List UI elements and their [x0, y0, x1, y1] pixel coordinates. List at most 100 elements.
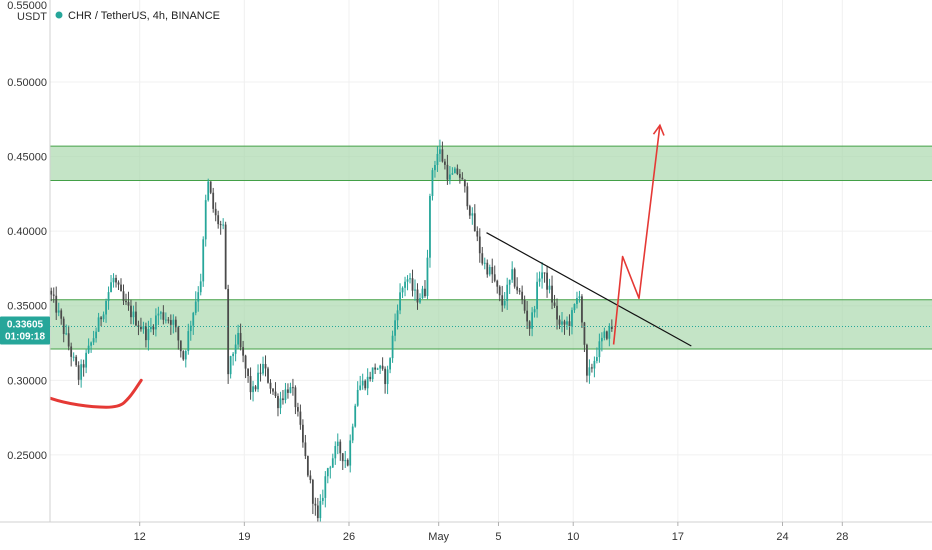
candle-body — [451, 173, 454, 175]
candle-body — [361, 380, 364, 386]
candle-body — [463, 179, 466, 187]
candle-body — [548, 285, 551, 290]
candle-body — [75, 356, 78, 366]
candle-body — [366, 376, 369, 389]
candle-body — [409, 278, 411, 280]
zone-band — [50, 299, 932, 349]
candle-body — [70, 346, 73, 357]
candle-body — [52, 294, 55, 296]
candle-body — [287, 389, 289, 393]
candle-body — [533, 309, 536, 313]
candle-body — [379, 365, 382, 369]
candle-body — [321, 497, 324, 502]
x-tick-label: 10 — [567, 531, 579, 543]
candle-body — [344, 459, 347, 462]
candle-body — [573, 304, 576, 311]
candle-body — [326, 468, 329, 477]
symbol-title: CHR / TetherUS, 4h, BINANCE — [68, 10, 220, 22]
projection-arrowhead — [652, 123, 665, 136]
candle-body — [598, 341, 601, 358]
price-axis[interactable]: 0.55000 USDT 0.25000 0.30000 0.35000 0.4000… — [0, 0, 51, 522]
candle-body — [501, 295, 504, 306]
y-tick-label: 0.45000 — [7, 152, 47, 164]
candle-body — [496, 280, 499, 287]
candle-body — [414, 289, 416, 291]
x-tick-label: May — [428, 531, 449, 543]
x-tick-label: 24 — [776, 531, 788, 543]
candle-body — [309, 475, 312, 480]
candle-body — [55, 295, 58, 313]
candle-body — [306, 456, 309, 476]
candle-body — [289, 387, 292, 393]
candle-body — [563, 321, 566, 325]
candle-body — [536, 281, 538, 310]
candle-body — [147, 329, 150, 341]
candle-body — [503, 300, 506, 306]
candle-body — [593, 360, 596, 369]
candle-body — [50, 290, 53, 295]
candle-body — [471, 213, 474, 216]
candle-body — [172, 319, 175, 325]
candle-body — [204, 200, 207, 240]
candle-body — [595, 357, 598, 361]
candle-body — [404, 281, 406, 288]
candle-body — [491, 267, 494, 275]
candle-body — [117, 282, 120, 285]
candle-body — [140, 326, 142, 330]
candle-body — [476, 231, 479, 237]
candle-body — [159, 312, 162, 314]
candle-body — [349, 440, 352, 466]
candle-body — [187, 331, 190, 352]
y-tick-label: 0.50000 — [7, 77, 47, 89]
y-tick-label: 0.40000 — [7, 226, 47, 238]
candle-body — [381, 365, 384, 369]
candle-body — [110, 282, 112, 293]
candle-body — [314, 503, 317, 506]
candle-body — [202, 239, 205, 282]
candle-body — [561, 321, 563, 325]
current-price-label: 0.33605 — [7, 320, 44, 331]
candle-body — [538, 278, 541, 282]
candle-body — [257, 372, 259, 390]
candle-body — [150, 326, 152, 330]
candle-body — [217, 215, 220, 225]
candle-body — [62, 318, 65, 335]
candle-body — [441, 149, 444, 162]
candle-body — [576, 298, 578, 305]
candle-body — [142, 326, 145, 330]
candle-body — [97, 317, 100, 332]
candle-body — [608, 326, 611, 339]
candle-body — [374, 367, 377, 370]
x-tick-label: 26 — [343, 531, 355, 543]
candle-body — [174, 319, 177, 328]
candle-body — [518, 290, 521, 292]
candle-body — [177, 327, 180, 341]
candle-body — [269, 382, 272, 389]
candle-body — [528, 321, 531, 329]
candle-body — [508, 279, 511, 285]
candle-body — [277, 396, 279, 409]
candle-body — [237, 332, 240, 345]
candle-body — [384, 368, 387, 385]
candle-body — [334, 445, 337, 459]
y-tick-label: 0.30000 — [7, 375, 47, 387]
candle-body — [247, 368, 249, 377]
candle-body — [274, 391, 277, 397]
candle-body — [488, 267, 491, 275]
time-axis[interactable]: 12 19 26 May 5 10 17 24 28 — [0, 521, 932, 550]
candle-body — [132, 311, 135, 318]
candle-body — [439, 149, 441, 154]
candle-body — [605, 331, 608, 339]
candle-body — [115, 277, 117, 283]
candle-body — [125, 300, 127, 303]
candle-body — [453, 168, 456, 174]
candle-body — [473, 213, 476, 232]
candle-body — [137, 325, 140, 327]
candle-body — [354, 405, 357, 427]
candle-body — [389, 358, 391, 370]
candle-body — [100, 317, 102, 320]
candle-body — [511, 269, 514, 280]
candle-body — [80, 364, 83, 380]
candle-body — [603, 331, 606, 338]
